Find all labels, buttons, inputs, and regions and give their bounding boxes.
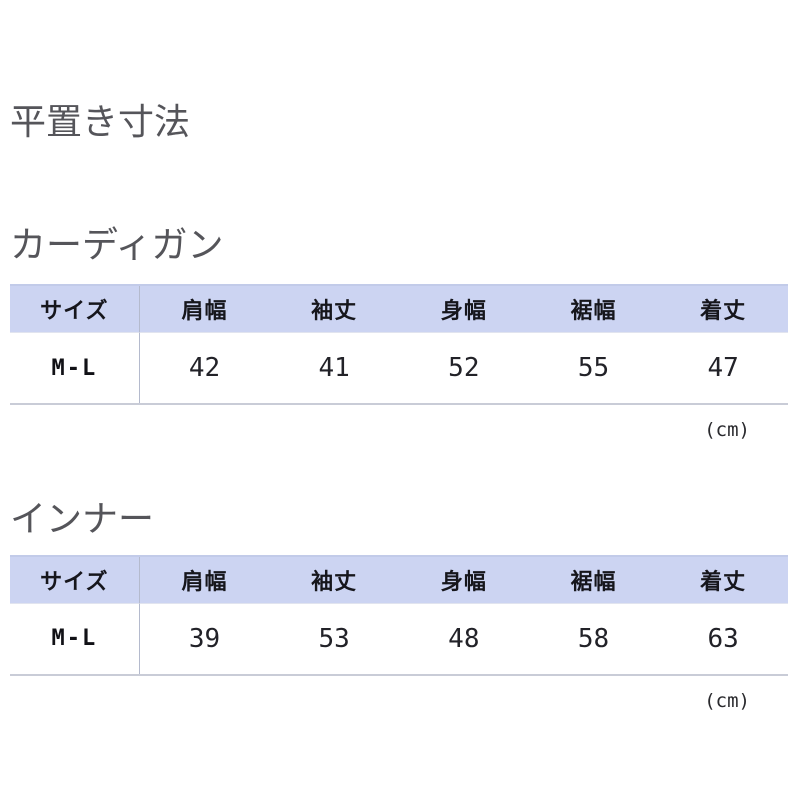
cell-sleeve-length: 53 [269, 603, 399, 674]
cell-shoulder-width: 42 [139, 333, 270, 404]
col-header-size: サイズ [10, 286, 140, 334]
col-header-length: 着丈 [658, 286, 788, 334]
unit-note: (cm) [704, 419, 750, 442]
col-header-shoulder-width: 肩幅 [139, 556, 270, 604]
col-header-hem-width: 裾幅 [528, 556, 659, 604]
col-header-shoulder-width: 肩幅 [139, 286, 270, 334]
col-header-hem-width: 裾幅 [528, 286, 659, 334]
col-header-body-width: 身幅 [399, 286, 529, 334]
cell-length: 47 [658, 333, 788, 404]
cell-size: M-L [10, 333, 140, 404]
cell-length: 63 [658, 603, 788, 674]
size-table-inner: サイズ 肩幅 袖丈 身幅 裾幅 着丈 M-L 39 53 48 58 63 [10, 554, 788, 676]
section-title-inner: インナー [10, 498, 155, 540]
cell-shoulder-width: 39 [139, 603, 270, 674]
cell-hem-width: 55 [528, 333, 659, 404]
col-header-sleeve-length: 袖丈 [269, 556, 399, 604]
cell-size: M-L [10, 603, 140, 674]
col-header-size: サイズ [10, 556, 140, 604]
cell-hem-width: 58 [528, 603, 659, 674]
section-inner: インナー サイズ 肩幅 袖丈 身幅 裾幅 着丈 M-L 39 53 48 58 … [10, 497, 788, 713]
cell-sleeve-length: 41 [269, 333, 399, 404]
size-table-cardigan: サイズ 肩幅 袖丈 身幅 裾幅 着丈 M-L 42 41 52 55 47 [10, 284, 788, 406]
col-header-body-width: 身幅 [399, 556, 529, 604]
col-header-sleeve-length: 袖丈 [269, 286, 399, 334]
cell-body-width: 52 [399, 333, 529, 404]
col-header-length: 着丈 [658, 556, 788, 604]
page-title: 平置き寸法 [10, 101, 191, 142]
section-cardigan: カーディガン サイズ 肩幅 袖丈 身幅 裾幅 着丈 M-L 42 41 52 5… [10, 223, 788, 443]
cell-body-width: 48 [399, 603, 529, 674]
unit-note: (cm) [704, 689, 750, 712]
section-title-cardigan: カーディガン [10, 224, 224, 266]
